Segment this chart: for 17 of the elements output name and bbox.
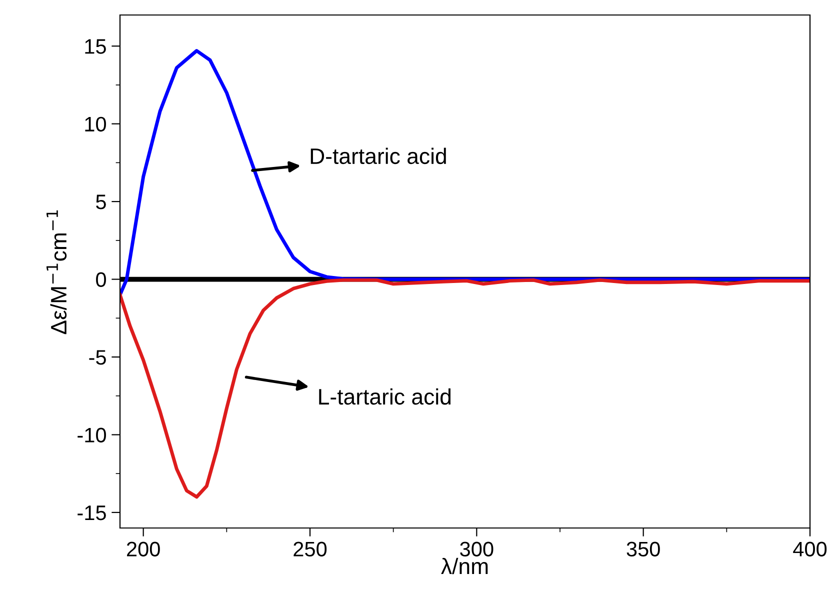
y-tick-label: 10 (85, 116, 106, 132)
x-tick-label: 250 (294, 542, 327, 556)
y-tick-label: 0 (96, 272, 106, 288)
y-axis-title: Δε/M$^{−1}$cm$^{−1}$ (46, 210, 67, 334)
x-tick-label: 300 (460, 542, 494, 556)
annotation: L-tartaric acid (319, 388, 451, 405)
x-axis-title: λ/nm (441, 558, 488, 574)
y-tick-label: 15 (85, 39, 106, 54)
y-tick-label: -15 (78, 506, 106, 520)
y-tick-label: -10 (78, 428, 106, 442)
x-tick-label: 200 (127, 542, 160, 556)
line-series (120, 278, 810, 499)
y-tick-label: -5 (89, 350, 106, 365)
x-tick-label: 400 (793, 542, 827, 556)
x-tick-label: 350 (626, 542, 660, 556)
annotation: D-tartaric acid (310, 148, 446, 164)
y-tick-label: 5 (96, 194, 106, 210)
